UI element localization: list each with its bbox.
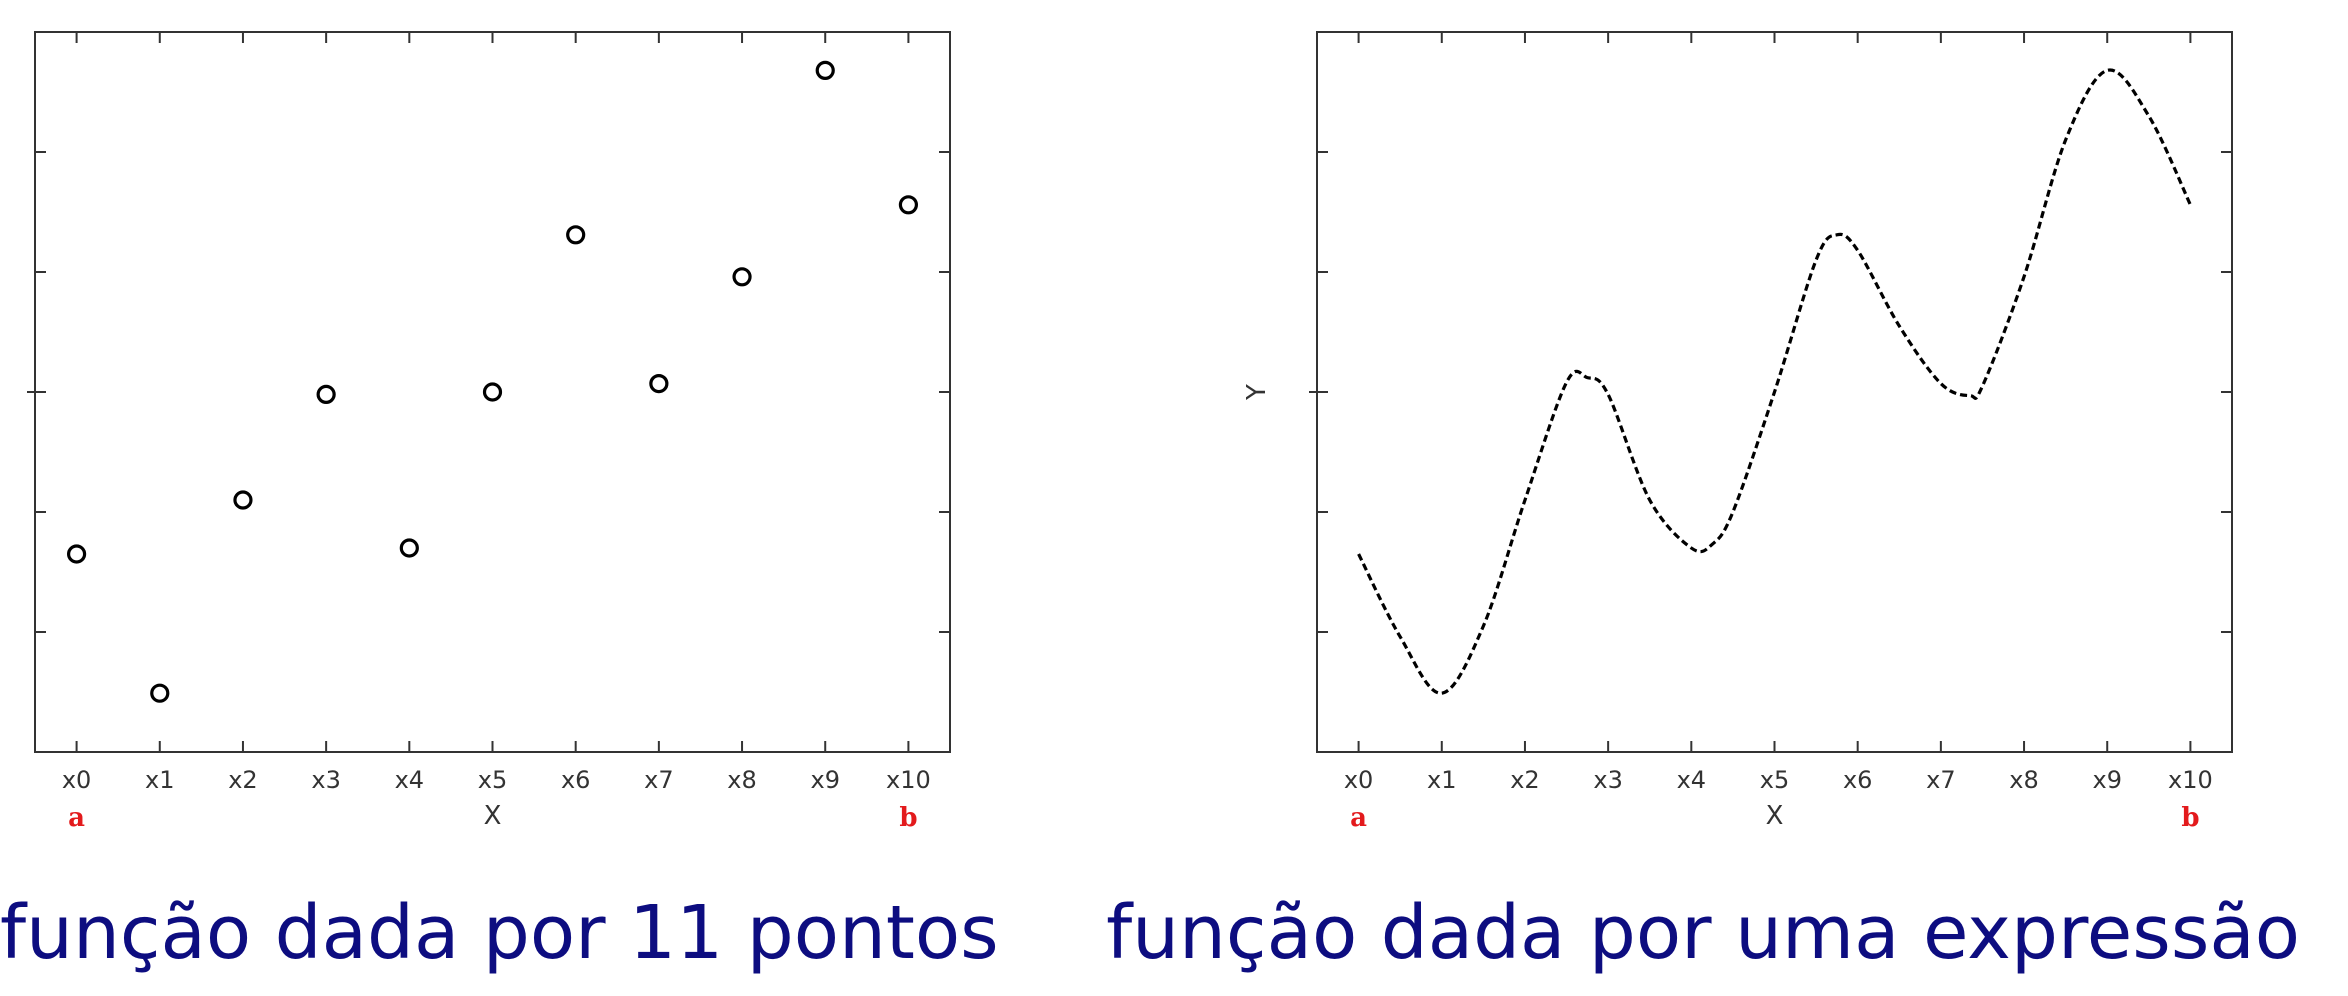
data-point: [66, 544, 87, 564]
x-tick-label: x8: [2009, 766, 2038, 794]
data-point: [898, 195, 919, 215]
x-tick-label: x9: [810, 766, 839, 794]
data-point: [815, 60, 835, 81]
x-tick-label: x1: [1427, 766, 1456, 794]
x-tick-label: x0: [62, 766, 91, 794]
x-tick-label: x10: [2168, 766, 2213, 794]
data-point: [399, 538, 419, 558]
x-axis-label: X: [1766, 801, 1784, 831]
x-tick-label: x5: [478, 766, 507, 794]
x-tick-label: x10: [886, 766, 931, 794]
x-tick-label: x2: [228, 766, 257, 794]
data-point: [233, 490, 253, 510]
data-point: [150, 683, 170, 703]
plot-frame: [34, 31, 951, 753]
data-point: [732, 267, 752, 287]
endpoint-label-b: b: [899, 803, 917, 833]
scatter-panel: x0 x1 x2 x3 x4 x5 x6 x7 x8 x9 x10 Xa b função dada po…: [0, 31, 999, 976]
x-tick-label: x3: [311, 766, 340, 794]
curve-panel: x0 x1 x2 x3 x4 x5 x6 x7 x8 x9 x10 X Ya b função dada p…: [1106, 31, 2300, 976]
x-tick-label: x4: [395, 766, 424, 794]
chart-caption: função dada por 11 pontos: [0, 890, 999, 976]
x-tick-label: x5: [1760, 766, 1789, 794]
x-tick-label: x3: [1593, 766, 1622, 794]
y-axis-label: Y: [1242, 384, 1272, 401]
series-line: [1357, 68, 2192, 695]
chart-caption: função dada por uma expressão: [1106, 890, 2300, 976]
data-point: [649, 374, 669, 394]
x-tick-label: x1: [145, 766, 174, 794]
x-tick-label: x6: [1843, 766, 1872, 794]
data-point: [316, 384, 336, 404]
endpoint-label-b: b: [2181, 803, 2199, 833]
endpoint-label-a: a: [1350, 803, 1367, 833]
x-axis-label: X: [484, 801, 502, 831]
x-tick-label: x9: [2092, 766, 2121, 794]
data-point: [482, 382, 503, 402]
x-tick-label: x7: [1926, 766, 1955, 794]
endpoint-label-a: a: [68, 803, 85, 833]
x-tick-label: x0: [1344, 766, 1373, 794]
x-tick-label: x8: [727, 766, 756, 794]
data-point: [566, 225, 586, 245]
x-tick-label: x7: [644, 766, 673, 794]
x-tick-label: x6: [561, 766, 590, 794]
x-tick-label: x2: [1510, 766, 1539, 794]
x-tick-label: x4: [1677, 766, 1706, 794]
